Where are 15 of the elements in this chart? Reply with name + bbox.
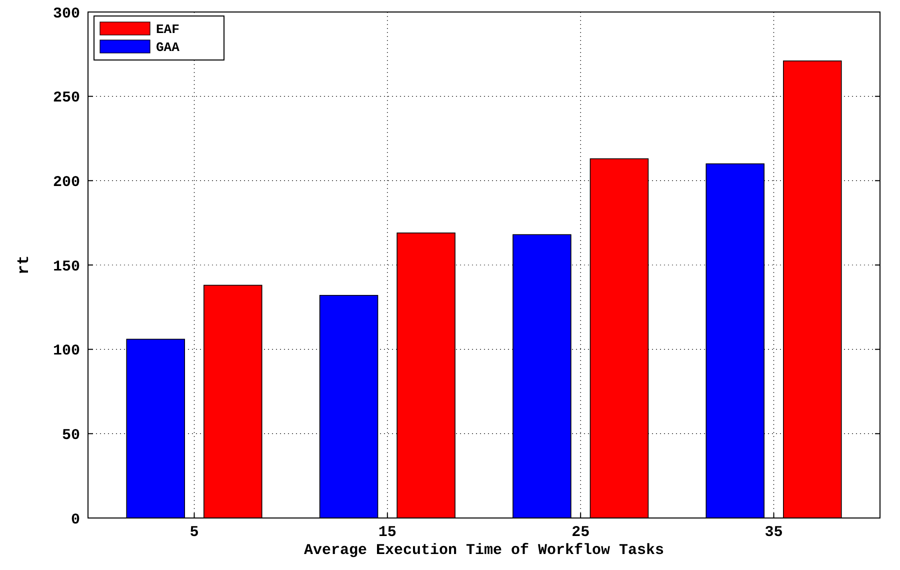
x-tick-label: 5 bbox=[190, 524, 199, 541]
legend-label: EAF bbox=[156, 22, 180, 37]
y-tick-label: 300 bbox=[52, 5, 80, 22]
y-tick-label: 150 bbox=[52, 258, 80, 276]
legend-label: GAA bbox=[156, 40, 180, 55]
y-tick-label: 100 bbox=[52, 342, 80, 360]
y-axis-title: rt bbox=[15, 255, 33, 275]
x-tick-label: 35 bbox=[764, 524, 783, 541]
x-axis-title: Average Execution Time of Workflow Tasks bbox=[304, 542, 664, 559]
y-tick-label: 0 bbox=[70, 511, 80, 528]
x-tick-label: 15 bbox=[378, 524, 396, 541]
y-tick-label: 200 bbox=[52, 174, 80, 191]
x-tick-label: 25 bbox=[572, 524, 590, 541]
y-tick-label: 250 bbox=[52, 90, 80, 107]
y-tick-label: 50 bbox=[62, 426, 80, 444]
